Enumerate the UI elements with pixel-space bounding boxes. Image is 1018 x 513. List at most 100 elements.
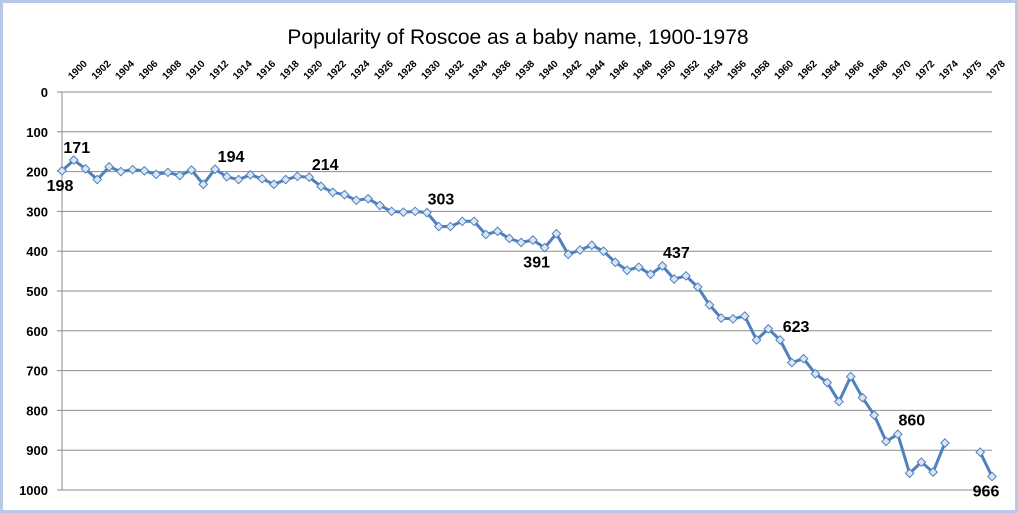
x-tick-label: 1912 [208,58,232,82]
data-point [645,269,656,280]
x-tick-label: 1922 [325,58,349,82]
data-point [657,261,668,271]
x-tick-label: 1978 [984,58,1008,82]
data-point [210,164,220,175]
y-tick-label: 600 [26,324,48,339]
data-point [469,216,479,227]
data-label: 623 [783,319,810,336]
data-label: 198 [47,178,74,195]
data-point [916,457,927,468]
data-point [834,396,844,407]
data-point [433,221,444,232]
data-point [539,242,550,253]
data-point [633,262,644,273]
x-tick-label: 1952 [678,58,702,82]
data-point [363,193,373,204]
x-tick-label: 1958 [749,58,773,82]
data-label: 303 [428,192,455,209]
y-tick-label: 900 [26,443,48,458]
x-tick-label: 1972 [914,58,938,82]
data-point [374,200,385,211]
x-tick-label: 1918 [278,58,302,82]
x-tick-label: 1962 [796,58,820,82]
data-point [233,174,244,185]
x-tick-label: 1975 [961,58,985,82]
data-point [174,170,185,181]
data-point [422,207,432,218]
data-label: 391 [523,255,550,272]
y-tick-label: 1000 [19,483,48,498]
series-line-segment [60,158,947,475]
x-tick-label: 1932 [443,58,467,82]
data-label: 171 [63,140,90,157]
data-point [163,167,173,178]
data-label: 194 [218,149,245,166]
x-tick-label: 1910 [184,58,208,82]
x-tick-label: 1960 [772,58,796,82]
data-point [115,166,126,177]
data-point [892,429,903,440]
data-label: 860 [898,412,925,429]
data-point [457,216,468,227]
data-point [704,300,715,310]
data-point [563,249,574,260]
data-point [869,410,880,421]
data-point [80,163,91,174]
x-tick-label: 1948 [631,58,655,82]
data-point [480,229,491,240]
x-tick-label: 1900 [66,58,90,82]
data-point [669,274,680,284]
data-point [975,447,986,458]
data-point [504,233,515,244]
data-point [198,179,209,190]
data-point [881,436,891,447]
data-point [551,228,562,239]
data-label: 214 [312,157,339,174]
data-point [280,174,291,185]
x-tick-label: 1908 [160,58,184,82]
data-point [316,181,326,192]
data-point [410,206,421,217]
x-tick-label: 1974 [937,58,961,82]
data-point [139,165,150,176]
data-point [327,187,338,198]
data-point [127,164,138,175]
x-axis-ticks: 1900 1902 1904 1906 1908 1910 1912 1914 1916 1918… [66,58,1008,82]
data-point [527,235,538,245]
x-tick-label: 1954 [702,58,726,82]
data-point [386,206,397,217]
data-point [775,335,786,345]
data-point [292,171,303,182]
data-point [516,237,527,248]
data-point [739,311,750,321]
data-point [398,207,409,218]
x-tick-label: 1936 [490,58,514,82]
x-tick-label: 1938 [514,58,538,82]
data-point [987,471,997,482]
data-point [928,467,939,477]
y-tick-label: 300 [26,204,48,219]
data-point [268,179,279,190]
y-tick-label: 200 [26,165,48,180]
y-tick-label: 800 [26,403,48,418]
data-point [575,245,585,255]
y-tick-label: 0 [41,85,48,100]
x-tick-label: 1904 [113,58,137,82]
x-tick-label: 1906 [137,58,161,82]
x-tick-label: 1916 [255,58,279,82]
data-point [351,195,362,206]
data-point [104,161,114,172]
data-point [586,240,597,251]
x-tick-label: 1934 [466,58,490,82]
x-tick-label: 1964 [820,58,844,82]
x-tick-label: 1966 [843,58,867,82]
data-point [940,438,950,448]
data-point [68,155,79,165]
x-tick-label: 1946 [608,58,632,82]
data-point [221,171,232,182]
data-point [445,221,456,232]
data-point [622,265,632,276]
data-point [598,246,609,257]
data-point [763,323,774,334]
